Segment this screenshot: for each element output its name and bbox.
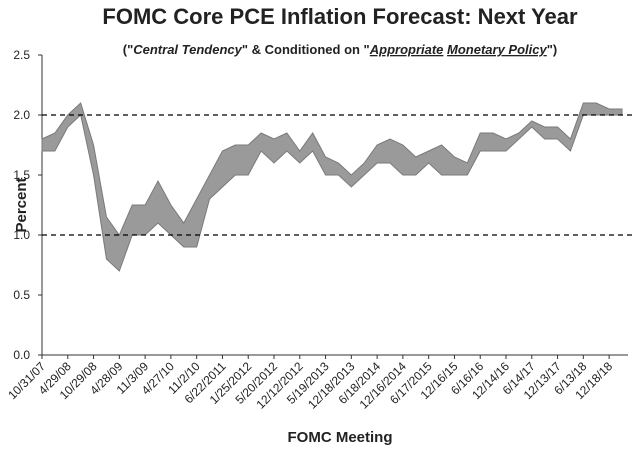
y-tick-label: 0.0	[13, 348, 30, 362]
subtitle-part: Appropriate	[369, 42, 444, 57]
y-tick-label: 2.5	[13, 48, 30, 62]
x-axis-label: FOMC Meeting	[288, 429, 393, 446]
y-tick-label: 1.0	[13, 228, 30, 242]
forecast-band	[41, 102, 623, 272]
subtitle-part: Monetary Policy	[447, 42, 547, 57]
subtitle-part: ")	[547, 42, 558, 57]
y-tick-label: 0.5	[13, 288, 30, 302]
chart-subtitle: ("Central Tendency" & Conditioned on "Ap…	[123, 42, 557, 57]
subtitle-part: ("	[123, 42, 134, 57]
y-tick-label: 1.5	[13, 168, 30, 182]
chart-title: FOMC Core PCE Inflation Forecast: Next Y…	[102, 4, 578, 29]
subtitle-part: " & Conditioned on "	[242, 42, 370, 57]
y-tick-label: 2.0	[13, 108, 30, 122]
subtitle-part: Central Tendency	[133, 42, 242, 57]
y-axis-label: Percent	[13, 177, 30, 232]
